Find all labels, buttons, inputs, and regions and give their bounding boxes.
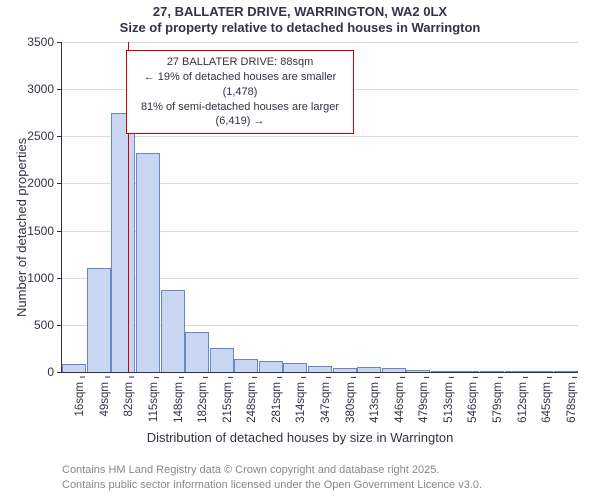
- histogram-bar: [234, 359, 258, 372]
- grid-line: [62, 42, 578, 43]
- histogram-bar: [62, 364, 86, 372]
- histogram-bar: [111, 113, 135, 372]
- x-tick-label: 215sqm: [222, 378, 234, 423]
- x-tick-label: 49sqm: [99, 378, 111, 417]
- x-tick-label: 479sqm: [418, 378, 430, 423]
- y-tick-label: 500: [34, 318, 62, 332]
- x-tick-label: 579sqm: [492, 378, 504, 423]
- x-tick-label: 82sqm: [123, 378, 135, 417]
- histogram-bar: [161, 290, 185, 372]
- x-tick-label: 347sqm: [320, 378, 332, 423]
- grid-line: [62, 136, 578, 137]
- x-tick-label: 16sqm: [74, 378, 86, 417]
- x-tick-label: 148sqm: [173, 378, 185, 423]
- y-tick-label: 1000: [27, 271, 62, 285]
- plot-area: 0500100015002000250030003500 16sqm49sqm8…: [62, 42, 578, 372]
- callout-line1: 27 BALLATER DRIVE: 88sqm: [133, 55, 347, 70]
- x-tick-label: 314sqm: [295, 378, 307, 423]
- y-tick-label: 1500: [27, 224, 62, 238]
- histogram-bar: [136, 153, 160, 372]
- y-tick-label: 0: [47, 365, 62, 379]
- x-tick-label: 612sqm: [517, 378, 529, 423]
- y-axis-line: [61, 42, 62, 372]
- x-tick-label: 248sqm: [246, 378, 258, 423]
- callout-line2: ← 19% of detached houses are smaller (1,…: [133, 70, 347, 100]
- x-tick-label: 645sqm: [541, 378, 553, 423]
- x-tick-label: 182sqm: [197, 378, 209, 423]
- x-axis-line: [62, 372, 578, 373]
- footnote-line1: Contains HM Land Registry data © Crown c…: [62, 463, 600, 478]
- x-tick-label: 380sqm: [345, 378, 357, 423]
- x-axis-label: Distribution of detached houses by size …: [0, 430, 600, 445]
- histogram-bar: [87, 268, 111, 372]
- x-tick-label: 513sqm: [443, 378, 455, 423]
- histogram-bar: [185, 332, 209, 372]
- y-tick-label: 2500: [27, 129, 62, 143]
- y-tick-label: 3500: [27, 35, 62, 49]
- footnote-line2: Contains public sector information licen…: [62, 478, 600, 493]
- chart-title-line1: 27, BALLATER DRIVE, WARRINGTON, WA2 0LX: [0, 4, 600, 19]
- x-tick-label: 413sqm: [369, 378, 381, 423]
- chart-title-line2: Size of property relative to detached ho…: [0, 20, 600, 35]
- histogram-bar: [210, 348, 234, 372]
- x-tick-label: 678sqm: [566, 378, 578, 423]
- callout-line3: 81% of semi-detached houses are larger (…: [133, 100, 347, 130]
- histogram-chart: 27, BALLATER DRIVE, WARRINGTON, WA2 0LX …: [0, 0, 600, 500]
- callout-box: 27 BALLATER DRIVE: 88sqm ← 19% of detach…: [126, 50, 354, 134]
- y-tick-label: 3000: [27, 82, 62, 96]
- footnote: Contains HM Land Registry data © Crown c…: [62, 463, 600, 493]
- y-tick-label: 2000: [27, 176, 62, 190]
- x-tick-label: 115sqm: [148, 378, 160, 422]
- histogram-bar: [259, 361, 283, 372]
- x-tick-label: 446sqm: [394, 378, 406, 423]
- x-tick-label: 281sqm: [271, 378, 283, 423]
- histogram-bar: [283, 363, 307, 372]
- x-tick-label: 546sqm: [467, 378, 479, 423]
